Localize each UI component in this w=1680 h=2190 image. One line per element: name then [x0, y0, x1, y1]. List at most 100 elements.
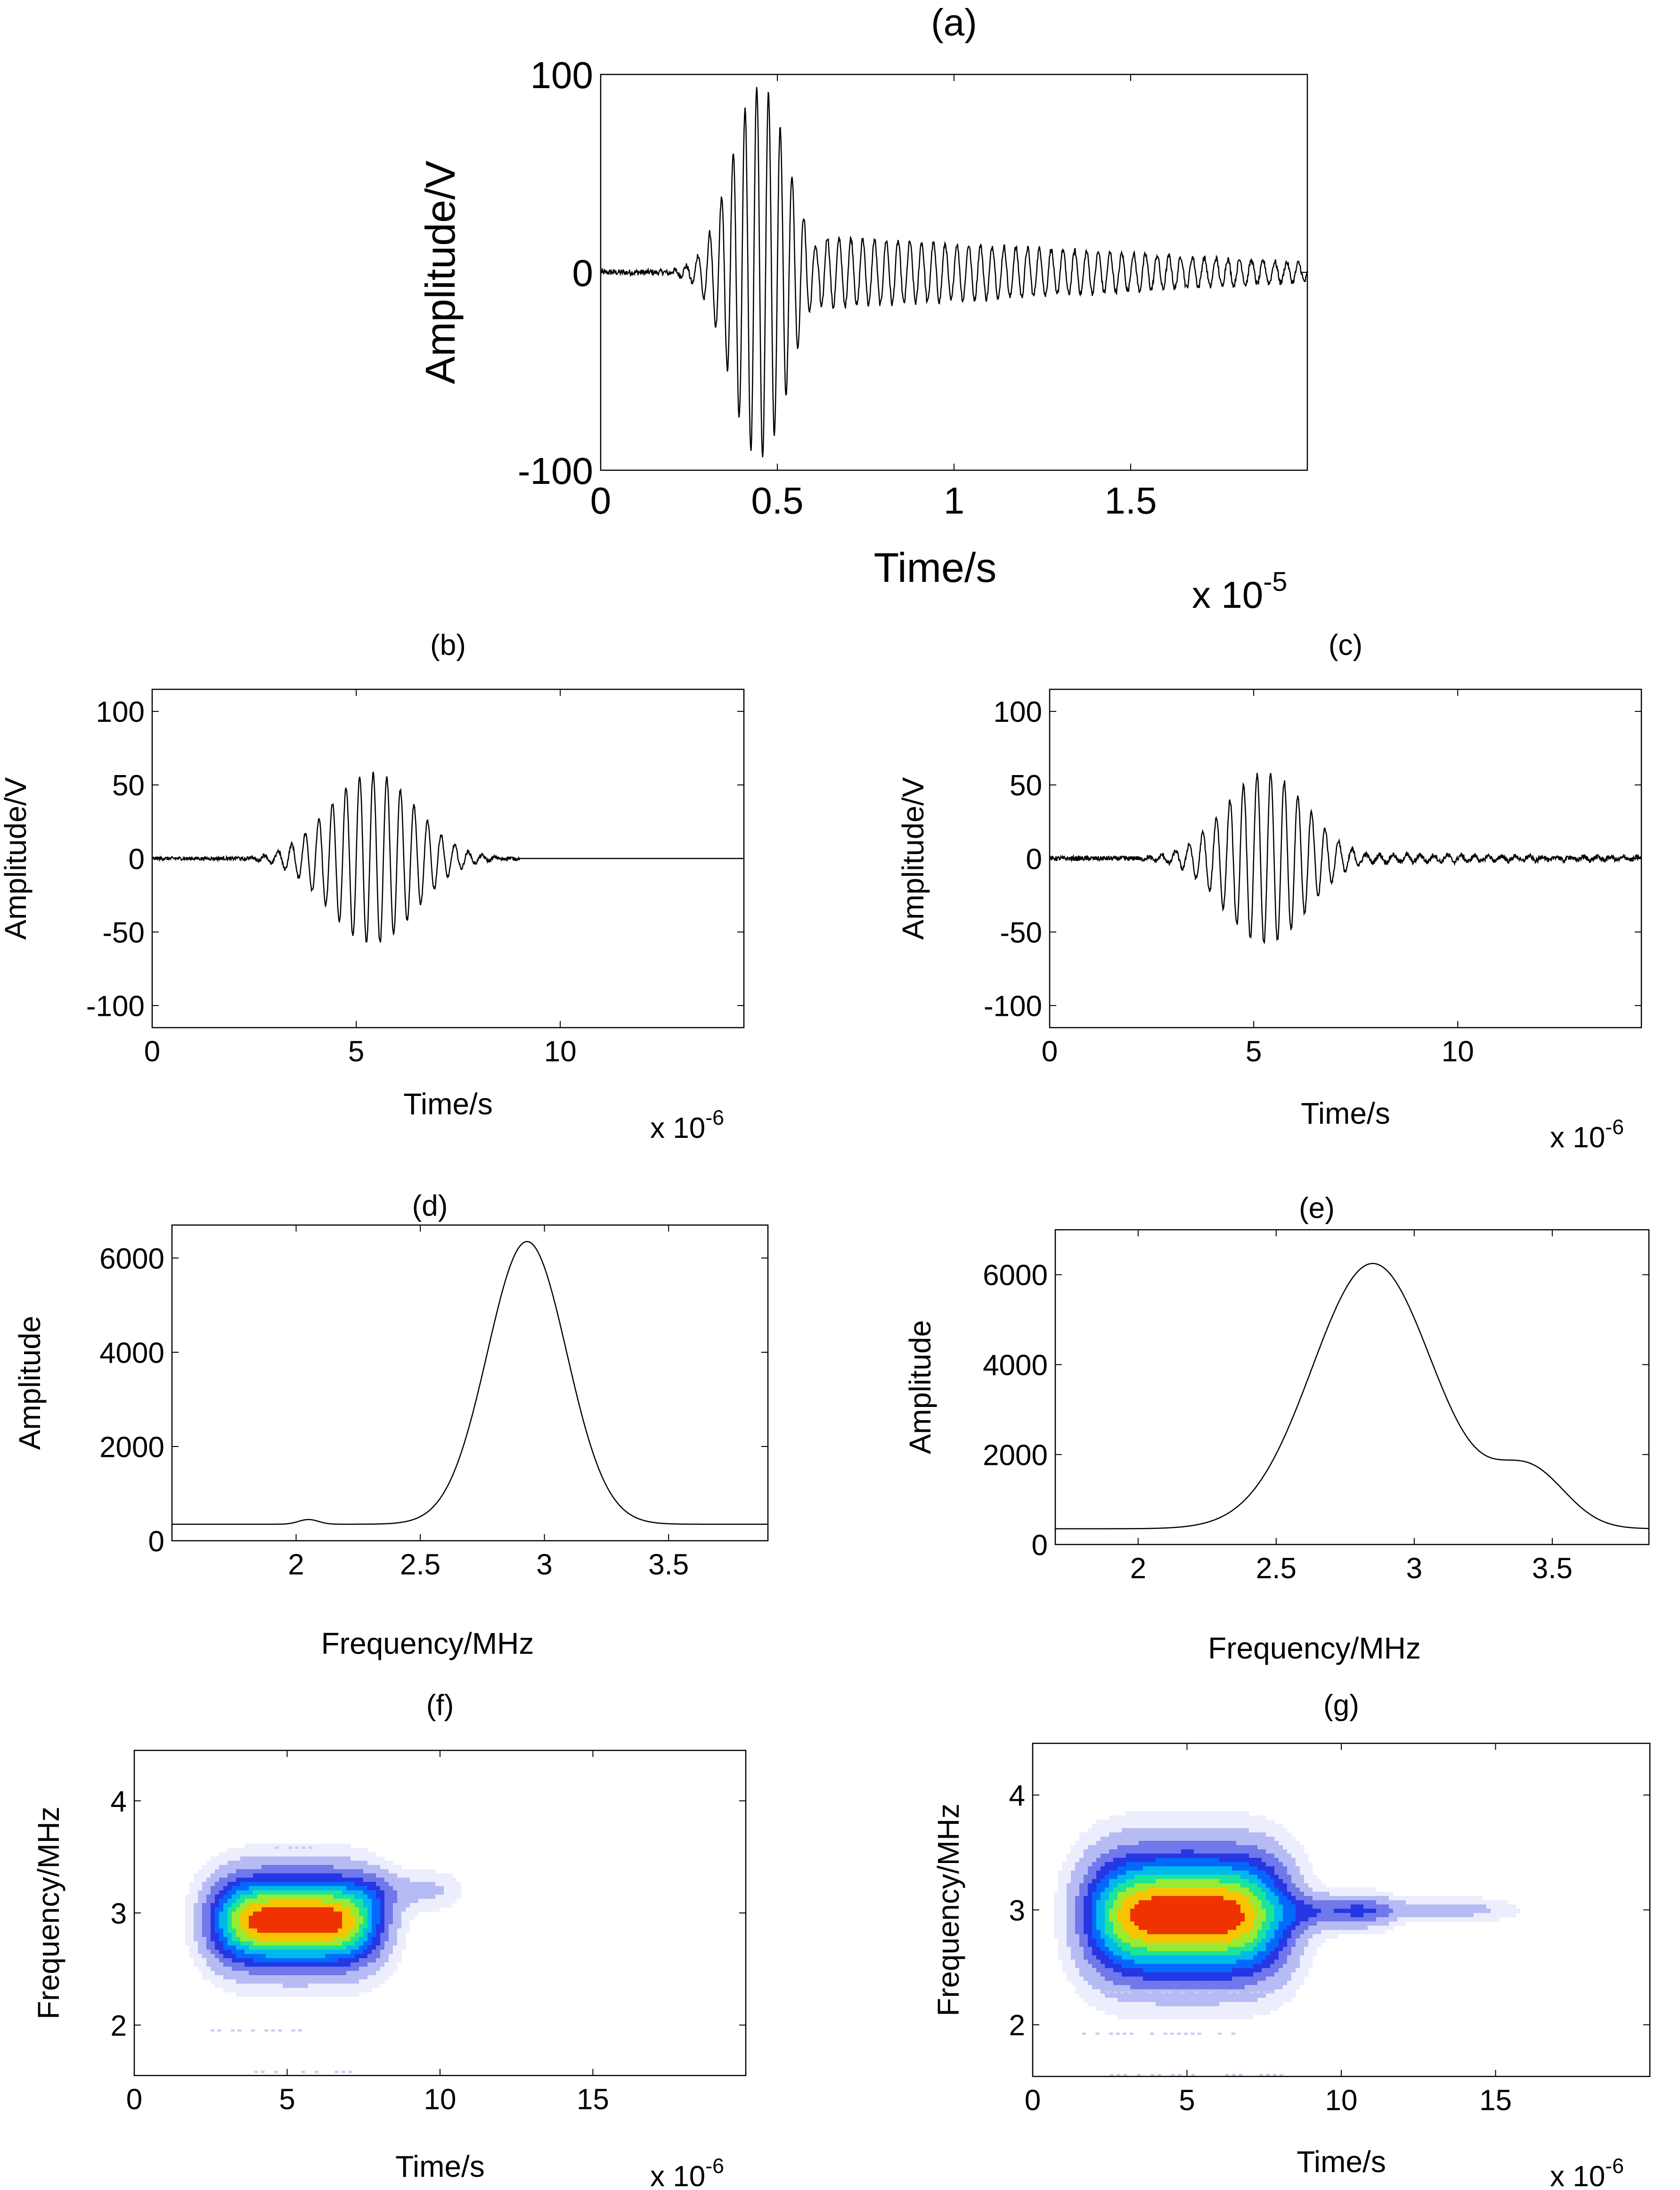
- chart-d-series-spectrum: [172, 1241, 768, 1525]
- chart-b-ytick-label: 50: [112, 769, 145, 802]
- chart-f-ytick-label: 2: [111, 2010, 127, 2042]
- chart-a-xtick-label: 1: [944, 480, 965, 522]
- chart-d-ytick-label: 4000: [99, 1337, 164, 1369]
- chart-f-speckles: [211, 1847, 352, 2073]
- chart-g-heatmap-cells: [1054, 1811, 1521, 2019]
- chart-e-xlabel: Frequency/MHz: [1208, 1631, 1421, 1665]
- chart-c-ytick-label: 100: [994, 696, 1042, 728]
- chart-c-x-multiplier: x 10-6: [1550, 1116, 1624, 1154]
- chart-d-ytick-label: 2000: [99, 1431, 164, 1463]
- chart-a-ytick-label: 100: [530, 54, 593, 96]
- chart-c-xtick-label: 10: [1442, 1035, 1474, 1068]
- chart-g-title: (g): [1323, 1689, 1359, 1722]
- chart-f-xtick-label: 0: [126, 2083, 142, 2116]
- chart-g-x-multiplier: x 10-6: [1550, 2155, 1624, 2190]
- chart-f-xtick-label: 15: [577, 2083, 609, 2116]
- chart-d-plot-area: [172, 1241, 768, 1525]
- chart-e-ytick-label: 6000: [983, 1259, 1048, 1292]
- chart-g-xlabel: Time/s: [1297, 2145, 1386, 2179]
- chart-a-xtick-label: 1.5: [1104, 480, 1157, 522]
- chart-c-title: (c): [1329, 629, 1362, 662]
- chart-d-ylabel: Amplitude: [13, 1316, 47, 1450]
- chart-a-title: (a): [931, 1, 977, 43]
- chart-b-x-multiplier: x 10-6: [650, 1106, 724, 1144]
- chart-g-speckles: [1082, 1991, 1283, 2076]
- chart-d-title: (d): [412, 1190, 448, 1222]
- chart-e-series-spectrum: [1055, 1263, 1649, 1529]
- chart-e-axes-box: [1054, 1229, 1650, 1545]
- chart-f-heatmap-cells: [185, 1844, 461, 1997]
- chart-b-xtick-label: 0: [144, 1035, 160, 1068]
- chart-d-xtick-label: 2.5: [400, 1548, 440, 1581]
- chart-e-title: (e): [1299, 1192, 1335, 1225]
- chart-b-xtick-label: 10: [544, 1035, 577, 1068]
- chart-a-ytick-label: -100: [518, 450, 593, 492]
- chart-a-xtick-label: 0: [590, 480, 612, 522]
- chart-d-ytick-label: 6000: [99, 1242, 164, 1275]
- chart-a-xlabel: Time/s: [874, 544, 997, 591]
- chart-g-xtick-label: 5: [1179, 2084, 1195, 2116]
- chart-e-xtick-label: 3.5: [1532, 1552, 1573, 1585]
- chart-f-ytick-label: 3: [111, 1897, 127, 1930]
- chart-a-x-multiplier: x 10-5: [1192, 567, 1287, 616]
- chart-b: (b) 0 5 10 -100 -50 0 50 100 Time/s Amplitude/V x 1…: [0, 629, 745, 1144]
- chart-g-ytick-label: 4: [1009, 1780, 1025, 1812]
- chart-c-series-signal: [1050, 773, 1641, 944]
- chart-g-plot-area: [1054, 1811, 1521, 2076]
- chart-e-ylabel: Amplitude: [903, 1320, 937, 1455]
- chart-e-ytick-label: 4000: [983, 1349, 1048, 1382]
- chart-e: (e) 2 2.5 3 3.5 0 2000 4000 6000 Frequency/MHz Amp…: [903, 1192, 1650, 1665]
- chart-a-series-signal: [601, 87, 1307, 458]
- chart-c-ytick-label: 0: [1026, 843, 1042, 875]
- chart-c-ytick-label: -50: [1000, 916, 1042, 949]
- chart-d-xlabel: Frequency/MHz: [321, 1626, 534, 1660]
- chart-c-plot-area: [1050, 773, 1641, 944]
- chart-d: (d) 2 2.5 3 3.5 0 2000 4000 6000 Frequency/MHz Amp…: [13, 1190, 769, 1660]
- chart-g-xtick-label: 10: [1325, 2084, 1358, 2116]
- chart-e-plot-area: [1055, 1263, 1649, 1529]
- chart-c-xlabel: Time/s: [1301, 1096, 1390, 1130]
- chart-b-xlabel: Time/s: [403, 1087, 493, 1121]
- chart-g-xtick-label: 15: [1479, 2084, 1512, 2116]
- chart-f-plot-area: [185, 1844, 461, 2073]
- chart-c-xtick-label: 5: [1246, 1035, 1262, 1068]
- chart-e-xtick-label: 2: [1130, 1552, 1146, 1585]
- chart-d-axes-box: [171, 1224, 769, 1542]
- chart-a-xtick-label: 0.5: [751, 480, 803, 522]
- chart-e-ytick-label: 0: [1032, 1529, 1048, 1561]
- chart-c-xtick-label: 0: [1042, 1035, 1058, 1068]
- chart-c: (c) 0 5 10 -100 -50 0 50 100 Time/s Amplitude/V x 1…: [896, 629, 1642, 1154]
- chart-d-xtick-label: 3: [536, 1548, 552, 1581]
- chart-d-xtick-label: 2: [288, 1548, 304, 1581]
- chart-c-ytick-label: 50: [1010, 769, 1042, 802]
- chart-g-xtick-label: 0: [1025, 2084, 1041, 2116]
- chart-f: (f) 0 5 10 15 2 3 4 Time/s Frequency/MHz x 10-6: [32, 1689, 747, 2190]
- chart-b-series-signal: [152, 771, 744, 943]
- chart-a-ytick-label: 0: [572, 252, 594, 294]
- chart-b-ytick-label: 0: [129, 843, 145, 875]
- chart-f-xtick-label: 10: [424, 2083, 457, 2116]
- chart-f-x-multiplier: x 10-6: [650, 2155, 724, 2190]
- chart-b-ytick-label: -50: [102, 916, 145, 949]
- chart-d-xtick-label: 3.5: [648, 1548, 689, 1581]
- chart-f-xtick-label: 5: [279, 2083, 295, 2116]
- chart-a-plot-area: [601, 87, 1307, 458]
- chart-f-title: (f): [426, 1689, 454, 1722]
- chart-d-ytick-label: 0: [148, 1525, 164, 1558]
- chart-b-plot-area: [152, 771, 744, 943]
- chart-e-ytick-label: 2000: [983, 1439, 1048, 1471]
- chart-b-ylabel: Amplitude/V: [0, 777, 33, 940]
- chart-e-xtick-label: 2.5: [1256, 1552, 1297, 1585]
- chart-g-ylabel: Frequency/MHz: [931, 1804, 965, 2017]
- chart-b-title: (b): [430, 629, 466, 662]
- chart-b-ytick-label: 100: [96, 696, 145, 728]
- chart-g-ytick-label: 3: [1009, 1895, 1025, 1927]
- chart-f-ytick-label: 4: [111, 1785, 127, 1818]
- chart-c-ylabel: Amplitude/V: [896, 777, 930, 940]
- chart-b-xtick-label: 5: [348, 1035, 364, 1068]
- chart-c-ytick-label: -100: [984, 990, 1042, 1022]
- chart-a-ylabel: Amplitude/V: [417, 160, 464, 384]
- chart-g: (g) 0 5 10 15 2 3 4 Time/s Frequency/MHz x 10-6: [931, 1689, 1651, 2190]
- chart-g-ytick-label: 2: [1009, 2010, 1025, 2042]
